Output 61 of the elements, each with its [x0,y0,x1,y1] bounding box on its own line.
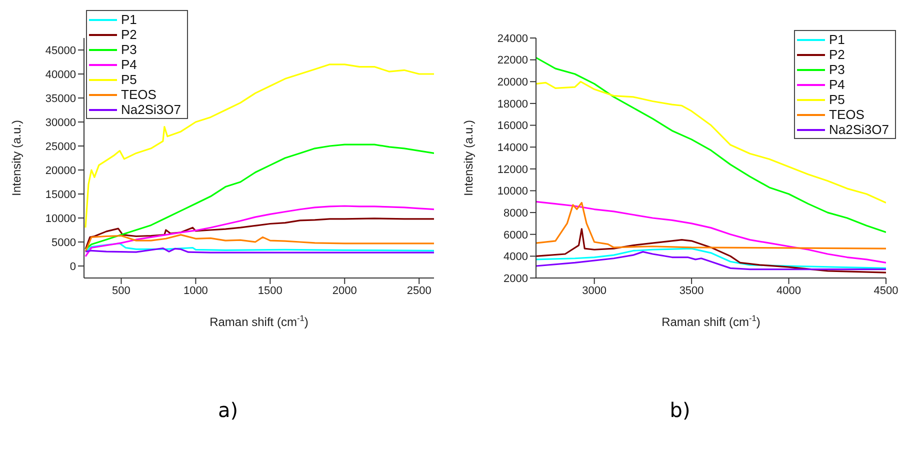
x-tick-label: 4500 [874,284,898,297]
y-tick-label: 8000 [504,207,528,220]
legend-label: TEOS [121,87,156,102]
y-tick-label: 30000 [45,116,76,129]
legend-label: TEOS [829,107,864,122]
y-tick-label: 20000 [45,164,76,177]
line-series [536,251,886,270]
x-tick-label: 2000 [332,284,357,297]
y-tick-label: 16000 [497,120,528,132]
y-tick-label: 22000 [497,54,528,67]
y-axis-title: Intensity (a.u.) [9,120,24,196]
legend-label: P1 [121,12,137,27]
y-tick-label: 20000 [497,76,528,89]
text: a) [216,398,240,422]
legend-label: P1 [829,32,845,47]
line-series [84,234,434,252]
line-series [536,228,886,274]
x-tick-label: 3000 [582,284,607,297]
x-tick-label: 1000 [183,284,208,297]
line-series [536,248,886,269]
line-series [536,202,886,250]
y-axis-title: Intensity (a.u.) [461,120,476,196]
y-tick-label: 4000 [504,251,528,264]
y-tick-label: 0 [70,260,76,273]
legend-label: P2 [829,47,845,62]
line-series [84,144,434,250]
x-tick-label: 2500 [406,284,432,297]
line-series [84,242,434,252]
legend-label: P5 [121,72,137,87]
line-series [84,218,434,250]
y-tick-label: 40000 [45,68,76,81]
y-tick-label: 18000 [497,98,528,110]
y-tick-label: 14000 [497,142,528,154]
x-tick-label: 1500 [258,284,282,297]
line-series [536,200,886,264]
y-tick-label: 6000 [504,229,528,242]
legend-label: P4 [829,77,845,92]
legend-label: P2 [121,27,137,42]
x-tick-label: 4000 [776,284,802,297]
y-tick-label: 5000 [52,236,76,249]
y-tick-label: 12000 [497,164,528,176]
x-tick-label: 500 [112,284,130,297]
legend-label: P3 [829,62,845,77]
y-tick-label: 45000 [45,44,76,57]
legend-label: P3 [121,42,137,57]
y-tick-label: 10000 [497,186,528,198]
y-tick-label: 24000 [497,32,528,45]
x-axis-title: Raman shift (cm$^{-1}$) [210,313,308,329]
y-tick-label: 25000 [45,140,76,153]
legend-label: Na2Si3O7 [121,102,181,117]
legend-label: Na2Si3O7 [829,122,889,137]
y-tick-label: 2000 [504,272,528,285]
line-series [84,205,434,258]
legend-label: P5 [829,92,845,107]
y-tick-label: 10000 [45,212,76,225]
legend-label: P4 [121,57,137,72]
x-axis-title: Raman shift (cm$^{-1}$) [662,313,760,329]
y-tick-label: 15000 [45,188,76,201]
x-tick-label: 3500 [679,284,704,297]
y-tick-label: 35000 [45,92,76,105]
text: b) [668,398,692,422]
